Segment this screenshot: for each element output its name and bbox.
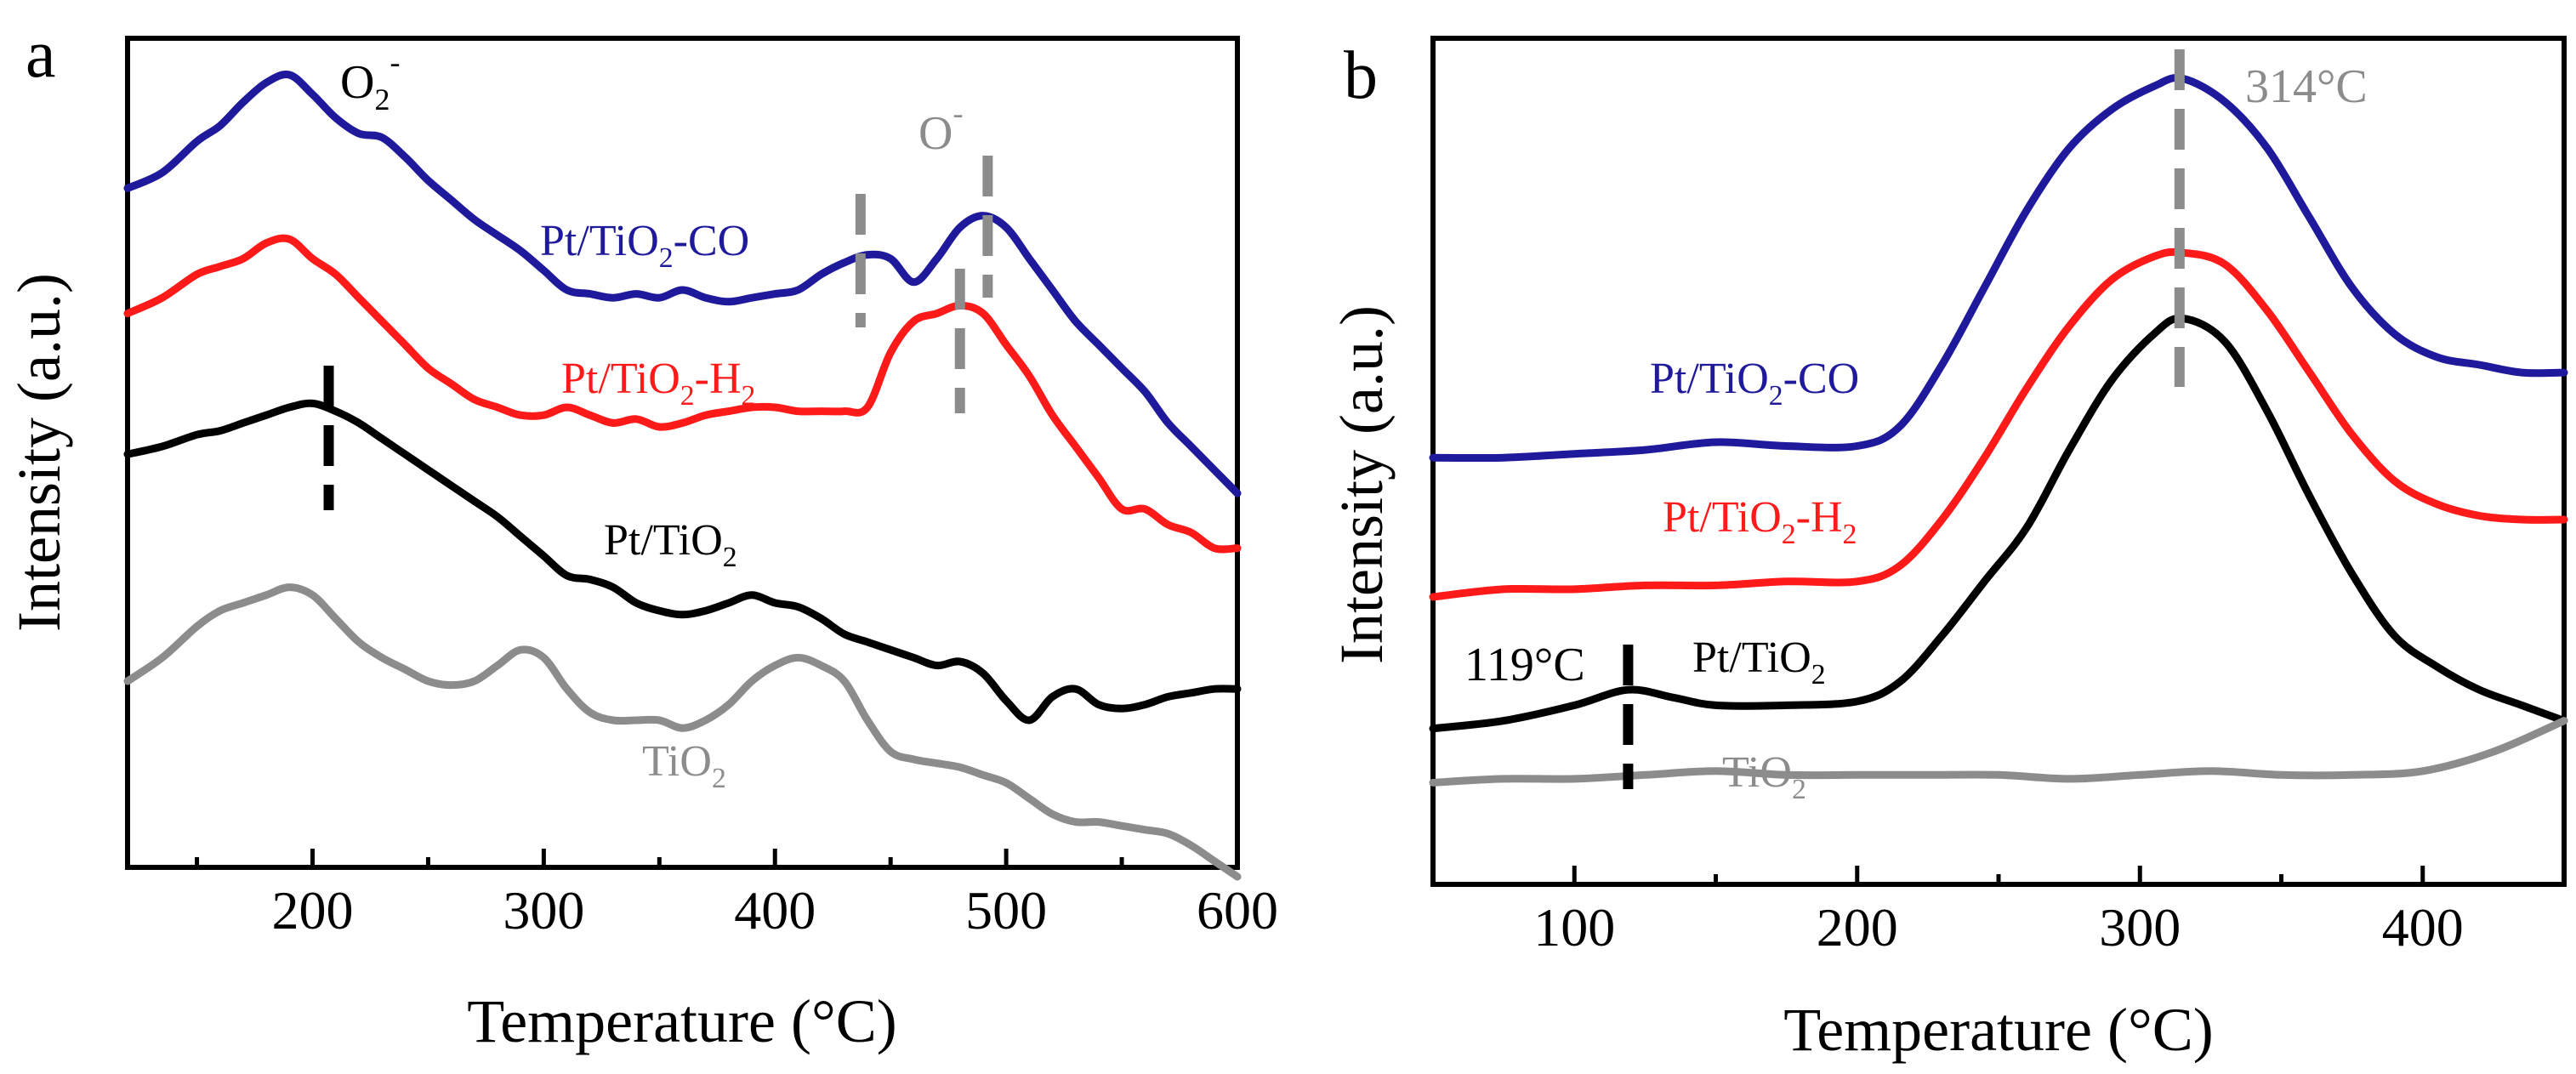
marker-label-sub-a-0: 2: [374, 82, 390, 116]
marker-label-main-b-1: 119°C: [1464, 639, 1585, 691]
series-line-a-gray: [123, 583, 1242, 881]
series-label-a-gray-main: TiO: [642, 737, 712, 786]
series-label-a-black-sub: 2: [723, 542, 737, 573]
series-line-a-red: [123, 234, 1242, 554]
panel-b-plot-frame: [1430, 36, 2567, 887]
panel-a-series: [123, 71, 1242, 881]
series-line-a-blue: [123, 71, 1242, 497]
series-label-b-gray: TiO2: [1722, 748, 1806, 805]
panel-a-x-axis-label: Temperature (°C): [467, 987, 897, 1055]
panel-b-ticks: 100 200 300 400: [1430, 866, 2567, 958]
series-label-b-gray-sub: 2: [1792, 774, 1806, 805]
series-label-b-red-sub: 2: [1782, 519, 1796, 550]
x-tick-label-b-200: 200: [1817, 897, 1898, 958]
x-tick-label-a-600: 600: [1197, 880, 1278, 940]
series-label-a-red-main: Pt/TiO: [561, 355, 680, 403]
series-line-b-red: [1429, 247, 2568, 601]
series-label-a-blue-main: Pt/TiO: [540, 217, 659, 265]
panel-b-letter: b: [1344, 38, 1378, 113]
marker-label-main-a-3: O: [918, 107, 952, 160]
series-label-a-red-sub: 2: [680, 380, 695, 412]
series-label-a-blue: Pt/TiO2-CO: [540, 217, 749, 274]
panel-b-markers: 314°C 119°C: [1464, 49, 2368, 789]
panel-b-x-axis-label: Temperature (°C): [1783, 996, 2214, 1064]
x-tick-label-a-200: 200: [272, 880, 354, 940]
series-label-a-black: Pt/TiO2: [604, 516, 737, 573]
marker-label-main-a-0: O: [340, 56, 374, 109]
series-label-a-black-main: Pt/TiO: [604, 516, 723, 565]
x-tick-label-a-500: 500: [965, 880, 1047, 940]
series-line-b-blue: [1429, 74, 2568, 463]
panel-b-series: [1429, 74, 2568, 787]
x-tick-label-b-400: 400: [2382, 897, 2464, 958]
series-label-b-blue-tail: -CO: [1783, 355, 1860, 403]
series-label-b-gray-main: TiO: [1722, 748, 1792, 797]
series-label-b-blue-main: Pt/TiO: [1650, 355, 1769, 403]
series-label-b-black: Pt/TiO2: [1692, 634, 1826, 690]
panel-a: a 200 300 400 500 600 O2-O- Pt/TiO2-COPt/TiO…: [5, 17, 1278, 1055]
marker-label-b-0: 314°C: [2245, 60, 2368, 113]
series-label-b-red-main: Pt/TiO: [1663, 493, 1782, 542]
series-label-a-blue-tail: -CO: [674, 217, 750, 265]
marker-label-sup-a-0: -: [390, 45, 400, 79]
series-line-b-black: [1429, 314, 2568, 733]
series-label-b-red: Pt/TiO2-H2: [1663, 493, 1857, 550]
x-tick-label-b-100: 100: [1533, 897, 1615, 958]
x-tick-label-a-300: 300: [503, 880, 584, 940]
marker-label-sup-a-3: -: [952, 96, 963, 130]
series-label-a-gray: TiO2: [642, 737, 726, 794]
marker-label-a-3: O-: [918, 96, 963, 160]
series-label-b-black-sub: 2: [1811, 659, 1826, 690]
series-label-a-red-tail: -H: [695, 355, 742, 403]
marker-label-a-0: O2-: [340, 45, 400, 116]
series-label-b-red-tail: -H: [1796, 493, 1843, 542]
series-label-b-blue: Pt/TiO2-CO: [1650, 355, 1859, 412]
series-label-a-red-tail-sub: 2: [742, 380, 756, 412]
x-tick-label-a-400: 400: [734, 880, 816, 940]
marker-label-main-b-0: 314°C: [2245, 60, 2368, 113]
panel-a-y-axis-label: Intensity (a.u.): [5, 273, 73, 632]
panel-a-ticks: 200 300 400 500 600: [195, 849, 1278, 940]
series-line-b-gray: [1429, 717, 2568, 787]
panel-a-letter: a: [26, 17, 56, 92]
series-label-b-blue-sub: 2: [1769, 380, 1783, 412]
series-label-a-red: Pt/TiO2-H2: [561, 355, 755, 412]
series-label-b-black-main: Pt/TiO: [1692, 634, 1811, 682]
series-label-b-red-tail-sub: 2: [1843, 519, 1857, 550]
series-label-a-blue-sub: 2: [659, 242, 674, 274]
panel-a-markers: O2-O-: [323, 45, 993, 510]
series-line-a-black: [123, 399, 1242, 725]
series-label-a-gray-sub: 2: [712, 763, 726, 794]
x-tick-label-b-300: 300: [2099, 897, 2181, 958]
panel-b-y-axis-label: Intensity (a.u.): [1328, 305, 1396, 664]
marker-label-b-1: 119°C: [1464, 639, 1585, 691]
